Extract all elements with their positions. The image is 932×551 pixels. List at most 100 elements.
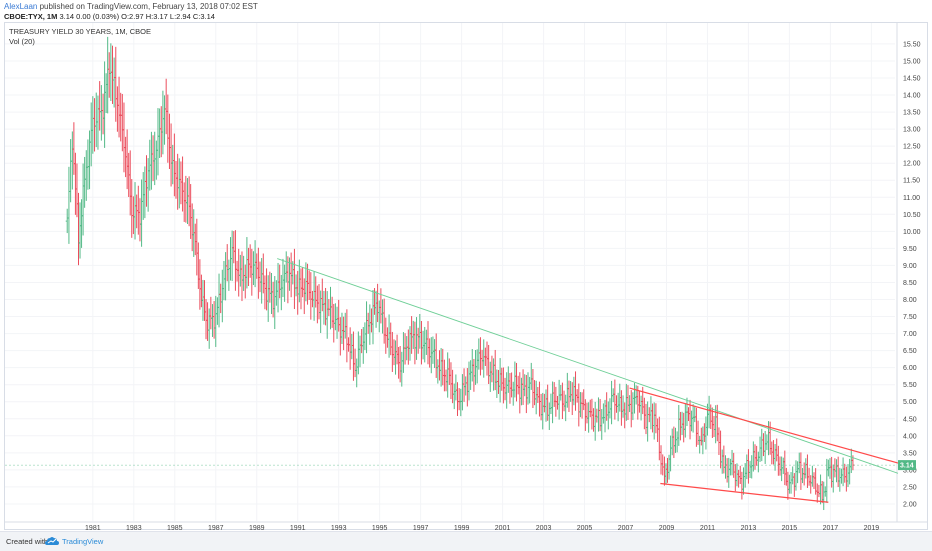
ohlc-bar-down (138, 198, 142, 242)
ohlc-bar-down (243, 264, 247, 299)
ohlc-bar-down (212, 301, 216, 339)
ohlc-bar-down (737, 469, 741, 488)
published-text: published on TradingView.com, February 1… (39, 2, 258, 11)
symbol-quote-line: CBOE:TYX, 1M 3.14 0.00 (0.03%) O:2.97 H:… (4, 12, 215, 21)
ohlc-bar-up (547, 402, 551, 431)
ohlc-bar-up (528, 376, 532, 404)
ohlc-bar-down (490, 355, 494, 383)
ohlc-bar-up (549, 393, 553, 415)
volume-indicator-label[interactable]: Vol (20) (9, 37, 35, 46)
author-link[interactable]: AlexLaan (4, 2, 38, 11)
ohlc-bar-down (296, 270, 300, 315)
y-tick-label: 7.50 (903, 314, 917, 321)
ohlc-bar-up (143, 166, 147, 219)
ohlc-bar-up (649, 396, 653, 430)
ohlc-bar-down (722, 445, 726, 474)
y-tick-label: 11.50 (903, 178, 920, 185)
ohlc-bar-up (423, 326, 427, 363)
quote-values: 3.14 0.00 (0.03%) O:2.97 H:3.17 L:2.94 C… (59, 12, 215, 21)
ohlc-bar-up (482, 339, 486, 378)
ohlc-bar-up (569, 380, 573, 402)
ohlc-bar-up (828, 458, 832, 479)
ohlc-bar-up (230, 230, 234, 282)
y-tick-label: 4.00 (903, 433, 917, 440)
ohlc-bar-up (274, 280, 278, 306)
x-tick-label: 1999 (454, 525, 470, 532)
ohlc-bar-up (751, 441, 755, 472)
ohlc-bar-up (415, 317, 419, 360)
ohlc-bar-down (330, 296, 334, 328)
last-price-badge (898, 460, 916, 471)
x-tick-label: 2019 (864, 525, 880, 532)
ohlc-bar-up (368, 304, 372, 345)
y-tick-label: 11.00 (903, 195, 920, 202)
ohlc-bar-down (250, 248, 254, 296)
trendline-upper-wedge (629, 387, 899, 464)
ohlc-bar-up (245, 237, 249, 289)
ohlc-bar-down (114, 46, 118, 122)
ohlc-bar-up (819, 474, 823, 505)
ohlc-bar-up (400, 351, 404, 387)
x-tick-label: 2015 (782, 525, 798, 532)
y-tick-label: 4.50 (903, 416, 917, 423)
ohlc-bar-up (86, 139, 90, 190)
ohlc-bar-up (358, 335, 362, 368)
ohlc-bar-up (680, 411, 684, 435)
ohlc-bar-down (169, 123, 173, 187)
ohlc-bar-down (592, 408, 596, 432)
tradingview-brand-link[interactable]: TradingView (62, 537, 104, 546)
ohlc-bar-up (146, 158, 150, 212)
ohlc-bar-down (657, 416, 661, 461)
ohlc-bar-up (96, 95, 100, 150)
ohlc-bar-down (315, 285, 319, 324)
ohlc-bar-down (642, 397, 646, 430)
chart-panel[interactable] (4, 22, 928, 530)
ohlc-bar-up (158, 108, 162, 159)
x-tick-label: 2001 (495, 525, 511, 532)
x-tick-label: 1997 (413, 525, 429, 532)
ohlc-bar-up (488, 361, 492, 392)
ohlc-bar-up (728, 458, 732, 476)
ohlc-bar-up (639, 395, 643, 421)
ohlc-bar-up (698, 435, 702, 454)
ohlc-bar-down (235, 260, 239, 282)
ohlc-bar-down (98, 81, 102, 131)
ohlc-bar-down (590, 398, 594, 430)
ohlc-bar-up (319, 290, 323, 334)
ohlc-bar-down (136, 185, 140, 235)
y-tick-label: 6.00 (903, 365, 917, 372)
ohlc-bar-up (454, 374, 458, 401)
ohlc-bar-up (281, 258, 285, 298)
ohlc-bar-up (841, 457, 845, 487)
ohlc-bar-down (441, 348, 445, 386)
ohlc-bar-up (633, 382, 637, 414)
ohlc-bar-up (112, 57, 116, 108)
ohlc-bar-down (258, 261, 262, 293)
ohlc-bar-up (498, 358, 502, 403)
ohlc-bar-up (727, 457, 731, 488)
ohlc-bar-up (578, 392, 582, 418)
ohlc-bar-up (251, 251, 255, 286)
ohlc-bar-down (233, 230, 237, 291)
ohlc-bar-up (674, 427, 678, 453)
ohlc-bar-down (738, 465, 742, 485)
ohlc-bar-up (559, 384, 563, 401)
ohlc-bar-down (562, 390, 566, 412)
ohlc-bar-down (403, 333, 407, 365)
ohlc-bar-up (848, 458, 852, 485)
ohlc-bar-up (238, 254, 242, 287)
symbol-name: CBOE:TYX, 1M (4, 12, 58, 21)
ohlc-bar-down (120, 93, 124, 152)
ohlc-bar-up (616, 392, 620, 422)
ohlc-bar-up (601, 403, 605, 424)
ohlc-bar-up (94, 92, 98, 148)
x-tick-label: 2005 (577, 525, 593, 532)
ohlc-bar-up (523, 374, 527, 397)
trendline-lower-wedge (660, 482, 829, 503)
ohlc-bar-down (614, 395, 618, 413)
chart-legend: TREASURY YIELD 30 YEARS, 1M, CBOE Vol (2… (9, 27, 151, 47)
ohlc-bar-down (799, 452, 803, 490)
ohlc-bar-down (345, 309, 349, 363)
ohlc-bar-down (309, 272, 313, 320)
